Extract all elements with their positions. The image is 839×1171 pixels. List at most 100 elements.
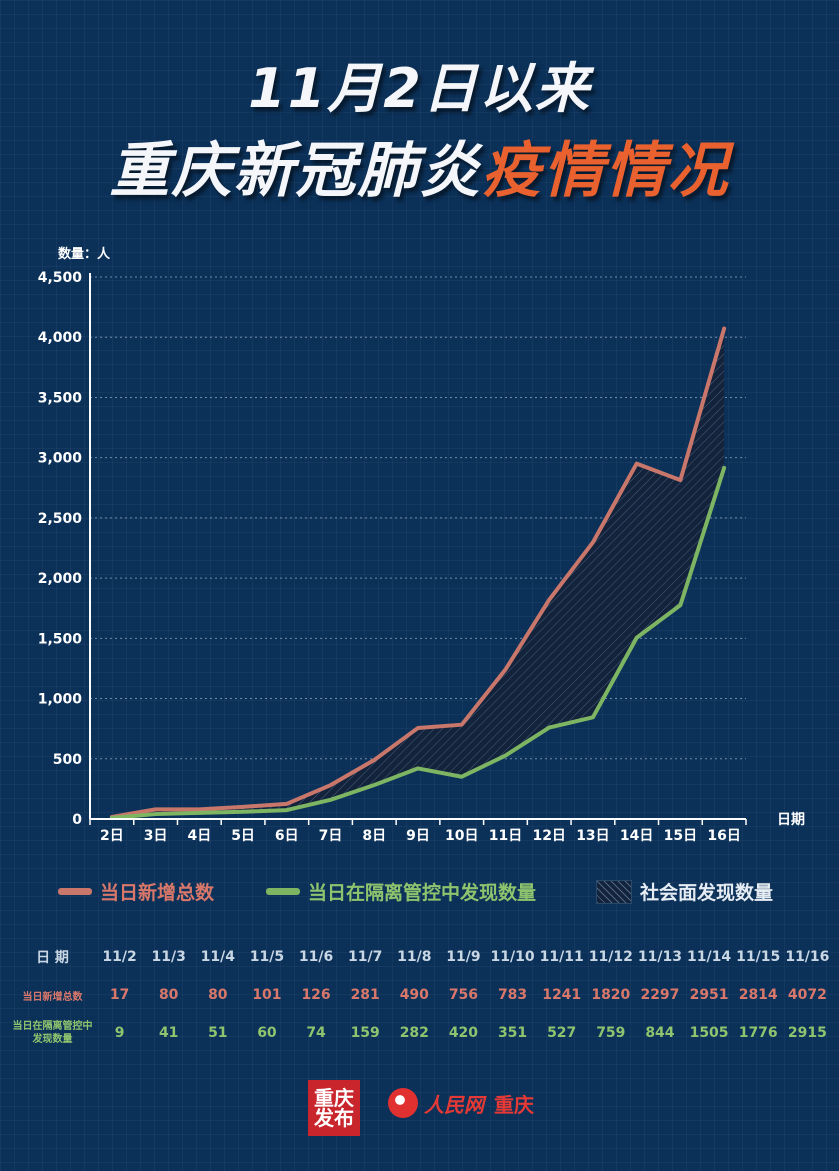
y-tick-label: 3,500 [38,390,83,406]
people-cn-logo: 人民网 重庆 [388,1088,534,1118]
table-total-label: 当日新增总数 [22,991,83,1003]
x-tick-label: 13日 [576,828,609,844]
legend-community: 社会面发现数量 [596,878,773,905]
table-cell-isolation: 159 [350,1025,380,1041]
globe-icon [388,1088,418,1118]
table-cell-total: 490 [399,987,429,1003]
table-cell-isolation: 41 [158,1025,179,1041]
table-cell-isolation: 282 [399,1025,429,1041]
title-main: 重庆新冠肺炎 [109,136,482,206]
x-tick-label: 5日 [231,828,255,844]
table-cell-isolation: 759 [596,1025,626,1041]
y-tick-label: 1,500 [38,631,83,647]
table-cell-total: 756 [448,987,479,1003]
table-cell-total: 1820 [591,987,631,1003]
table-cell-date: 11/12 [588,949,633,965]
legend-isolation-swatch [266,888,300,895]
table-cell-total: 80 [158,987,179,1003]
y-tick-label: 4,500 [38,270,83,286]
chart-legend: 当日新增总数 当日在隔离管控中发现数量 社会面发现数量 [0,878,839,912]
legend-isolation-label: 当日在隔离管控中发现数量 [308,882,537,904]
table-cell-date: 11/16 [785,949,830,965]
table-cell-isolation: 844 [645,1025,675,1041]
table-cell-total: 4072 [787,987,827,1003]
x-tick-label: 16日 [707,828,740,844]
data-table: 日 期 11/2 11/3 11/4 11/5 11/6 11/7 11/8 11/9 11/1… [10,938,832,1052]
title-line-2: 重庆新冠肺炎疫情情况 [0,122,839,209]
table-cell-total: 783 [497,987,528,1003]
y-tick-label: 500 [53,752,82,768]
table-cell-total: 1241 [542,987,582,1003]
x-tick-label: 9日 [406,828,430,844]
y-tick-label: 3,000 [38,451,83,467]
table-cell-date: 11/4 [200,949,235,965]
table-cell-isolation: 51 [208,1025,228,1041]
table-cell-total: 2814 [738,987,778,1003]
y-tick-label: 1,000 [38,692,83,708]
table-cell-date: 11/14 [687,949,732,965]
table-iso-label: 当日在隔离管控中发现数量 [12,1021,93,1045]
table-cell-date: 11/6 [298,949,334,965]
x-tick-label: 14日 [620,828,653,844]
table-cell-total: 17 [109,987,130,1003]
legend-total-label: 当日新增总数 [100,882,215,904]
series-line-total [109,326,727,819]
table-cell-date: 11/2 [102,949,137,965]
table-cell-isolation: 60 [257,1025,277,1041]
y-tick-label: 2,000 [38,571,83,587]
legend-community-label: 社会面发现数量 [640,882,774,904]
y-tick-label: 0 [72,812,82,828]
line-chart: 0 500 1,000 1,500 2,000 2,500 3,000 3,500 4,000 4… [38,246,805,844]
table-cell-isolation: 74 [306,1025,326,1041]
x-tick-label: 2日 [100,828,124,844]
table-cell-isolation: 1776 [738,1025,778,1041]
brand-city: 重庆 [494,1092,534,1117]
table-cell-date: 11/8 [397,949,432,965]
y-tick-label: 4,000 [38,330,83,346]
table-cell-date: 11/9 [446,949,481,965]
table-cell-total: 80 [208,987,228,1003]
legend-community-swatch [596,879,632,904]
series-line-isolation [109,465,727,820]
table-cell-total: 101 [252,987,282,1003]
table-cell-isolation: 351 [497,1025,528,1041]
title-line-1: 11月2日以来 [248,57,591,120]
x-tick-label: 15日 [664,828,697,844]
x-tick-label: 12日 [532,828,565,844]
table-row-isolation: 当日在隔离管控中发现数量 9 41 51 60 74 159 282 420 351 527 759… [10,1014,832,1052]
x-tick-label: 11日 [489,828,522,844]
x-tick-label: 3日 [144,828,168,844]
table-cell-total: 126 [301,987,331,1003]
table-cell-date: 11/11 [539,949,584,965]
table-date-label: 日 期 [36,950,69,966]
legend-total: 当日新增总数 [58,878,214,905]
y-axis-label: 数量：人 [58,246,111,262]
table-row-dates: 日 期 11/2 11/3 11/4 11/5 11/6 11/7 11/8 11/9 11/1… [10,938,832,976]
table-cell-date: 11/10 [490,949,535,965]
legend-total-swatch [58,888,92,895]
x-tick-label: 6日 [275,828,299,844]
x-tick-label: 4日 [187,828,211,844]
table-cell-total: 281 [350,987,380,1003]
brand-name: 人民网 [424,1092,484,1117]
table-cell-isolation: 2915 [787,1025,827,1041]
table-cell-total: 2297 [640,987,680,1003]
title-highlight: 疫情情况 [481,136,730,206]
table-cell-isolation: 420 [448,1025,479,1041]
legend-isolation: 当日在隔离管控中发现数量 [266,878,536,905]
community-area [111,328,725,818]
y-tick-label: 2,500 [38,511,83,527]
x-tick-label: 10日 [445,828,478,844]
x-tick-label: 8日 [362,828,386,844]
table-cell-isolation: 9 [114,1025,125,1041]
table-cell-date: 11/13 [637,949,682,965]
x-axis-label: 日期 [777,812,805,828]
table-row-totals: 当日新增总数 17 80 80 101 126 281 490 756 783 1241 1820 2… [10,976,832,1014]
chongqing-release-logo: 重庆发布 [308,1080,360,1136]
table-cell-total: 2951 [689,987,729,1003]
table-cell-date: 11/15 [736,949,781,965]
table-cell-isolation: 527 [547,1025,577,1041]
table-cell-isolation: 1505 [689,1025,729,1041]
x-tick-label: 7日 [319,828,343,844]
table-cell-date: 11/7 [348,949,383,965]
